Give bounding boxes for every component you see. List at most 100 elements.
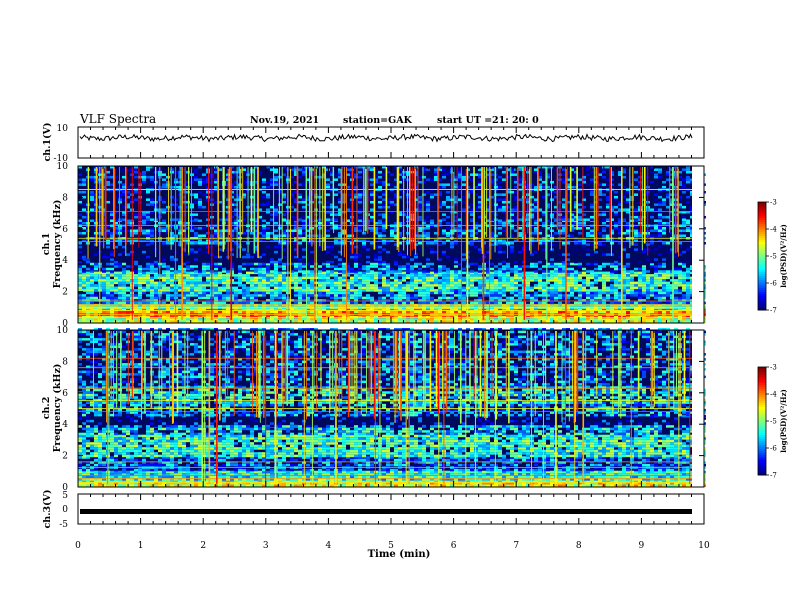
spec-cell [282,267,286,271]
spec-cell [90,267,94,271]
spec-cell [142,286,146,290]
spec-cell [302,270,306,273]
spec-cell [110,279,114,282]
spec-cell [250,267,254,271]
spec-cell [398,210,402,214]
spec-cell [670,248,674,251]
spec-cell [270,310,274,314]
spec-cell [90,308,94,311]
spec-cell [234,291,238,295]
spec-cell [294,279,298,282]
spec-cell [302,291,306,295]
spec-cell [574,248,578,251]
spec-cell [574,270,578,273]
spec-cell [366,296,370,300]
spec-cell [246,281,250,285]
spec-cell [234,310,238,314]
spec-cell [394,320,398,323]
spec-cell [518,213,522,216]
spec-cell [370,289,374,292]
spec-cell [302,289,306,292]
spec-cell [650,265,654,268]
spec-cell [558,279,562,282]
spec-cell [418,218,422,221]
spec-cell [406,296,410,300]
spec-cell [642,320,646,323]
spec-cell [658,296,662,300]
spec-cell [514,208,518,211]
spec-cell [646,281,650,285]
spec-cell [222,286,226,290]
spec-cell [298,242,302,245]
spec-cell [582,255,586,259]
spec-cell [542,248,546,251]
spec-cell [262,320,266,323]
spec-cell [358,291,362,295]
spec-cell [422,296,426,300]
spec-cell [302,274,306,277]
spec-cell [222,284,226,287]
spec-cell [306,276,310,280]
spec-cell [662,289,666,292]
spec-cell [630,308,634,311]
spec-cell [530,318,534,321]
spec-cell [570,315,574,319]
spec-cell [454,271,458,275]
spec-cell [114,274,118,277]
spec-cell [138,310,142,314]
spec-cell [282,279,286,282]
spec-cell [214,242,218,245]
spec-cell [534,219,538,222]
spec-cell [442,320,446,323]
spec-cell [606,289,610,292]
spec-cell [78,289,82,292]
spec-cell [506,265,510,268]
spec-cell [338,289,342,292]
spec-cell [550,234,554,237]
spec-cell [274,260,278,264]
spec-cell [422,270,426,273]
spec-cell [570,291,574,295]
spec-cell [670,289,674,292]
spec-cell [378,213,382,216]
spec-cell [290,271,294,275]
spec-cell [338,227,342,230]
spec-cell [566,289,570,292]
spec-cell [350,296,354,300]
spec-cell [618,308,622,311]
spec-cell [118,239,122,242]
spec-cell [298,229,302,232]
spec-cell [494,294,498,297]
spec-cell [382,286,386,290]
spec-cell [562,296,566,300]
spec-cell [142,301,146,305]
spec-cell [170,239,174,242]
spec-cell [634,318,638,321]
spec-cell [218,291,222,295]
spec-cell [390,308,394,311]
spec-cell [586,320,590,323]
spec-cell [142,222,146,225]
spec-cell [534,301,538,305]
spec-cell [478,310,482,314]
spec-cell [90,284,94,287]
spec-cell [94,271,98,275]
spec-cell [146,218,150,221]
spec-cell [102,274,106,277]
spec-cell [382,262,386,266]
spec-cell [302,281,306,285]
spec-cell [470,274,474,277]
spec-cell [154,291,158,295]
spec-cell [234,296,238,300]
spec-cell [530,274,534,277]
spec-cell [490,294,494,297]
spec-cell [118,262,122,266]
spec-cell [370,284,374,287]
spec-cell [434,315,438,319]
spec-cell [562,218,566,221]
spec-cell [154,267,158,271]
spec-cell [338,284,342,287]
spec-cell [350,279,354,282]
spec-cell [662,232,666,235]
spec-cell [254,286,258,290]
